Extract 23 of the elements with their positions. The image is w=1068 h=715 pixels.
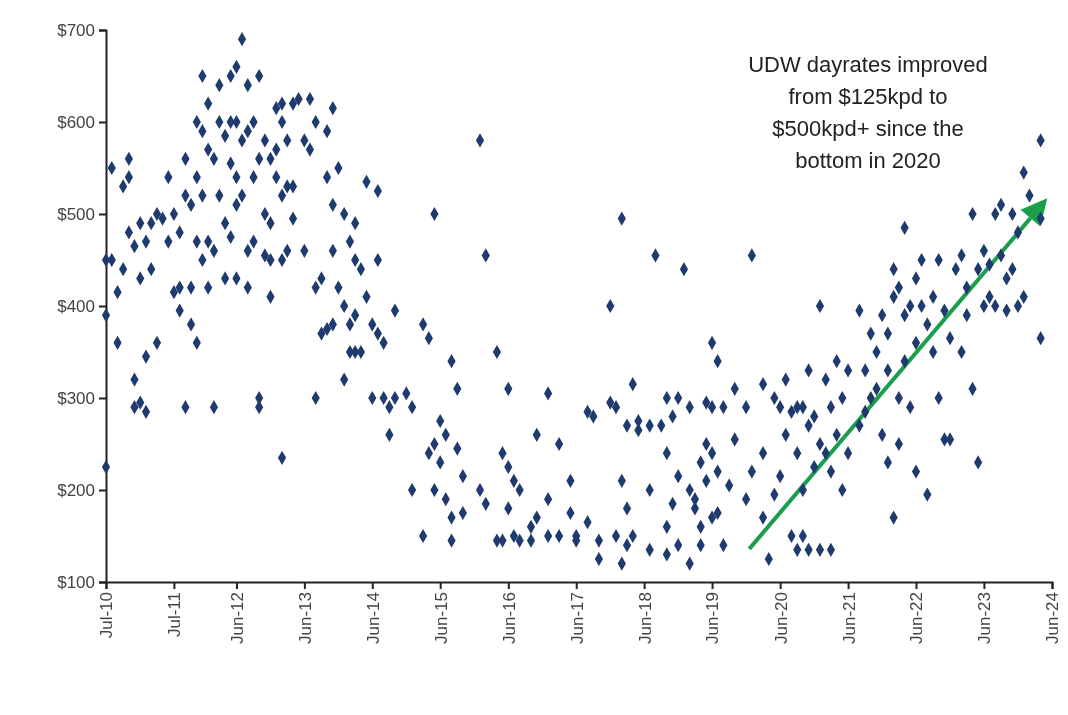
x-tick-label: Jun-20 [771,592,791,644]
x-tick-label: Jun-17 [567,592,587,644]
x-tick-label: Jun-15 [431,592,451,644]
y-tick-label: $200 [57,480,95,500]
y-tick-label: $100 [57,572,95,592]
y-tick-label: $500 [57,204,95,224]
x-tick-label: Jun-12 [227,592,247,644]
y-tick-label: $600 [57,112,95,132]
x-tick-label: Jun-14 [363,592,383,644]
x-tick-label: Jun-18 [635,592,655,644]
y-tick-label: $300 [57,388,95,408]
x-tick-label: Jun-13 [295,592,315,644]
y-tick-label: $700 [57,20,95,40]
x-tick-label: Jun-21 [839,592,859,644]
x-tick-label: Jun-16 [499,592,519,644]
x-tick-label: Jun-24 [1043,592,1063,644]
x-tick-label: Jul-10 [97,592,117,639]
annotation: UDW dayrates improved from $125kpd to $500kpd+ since the bottom in 2020 [748,52,988,173]
x-tick-label: Jun-22 [907,592,927,644]
y-tick-label: $400 [57,296,95,316]
x-tick-label: Jun-19 [703,592,723,644]
x-tick-label: Jun-23 [975,592,995,644]
x-tick-label: Jul-11 [165,592,185,638]
